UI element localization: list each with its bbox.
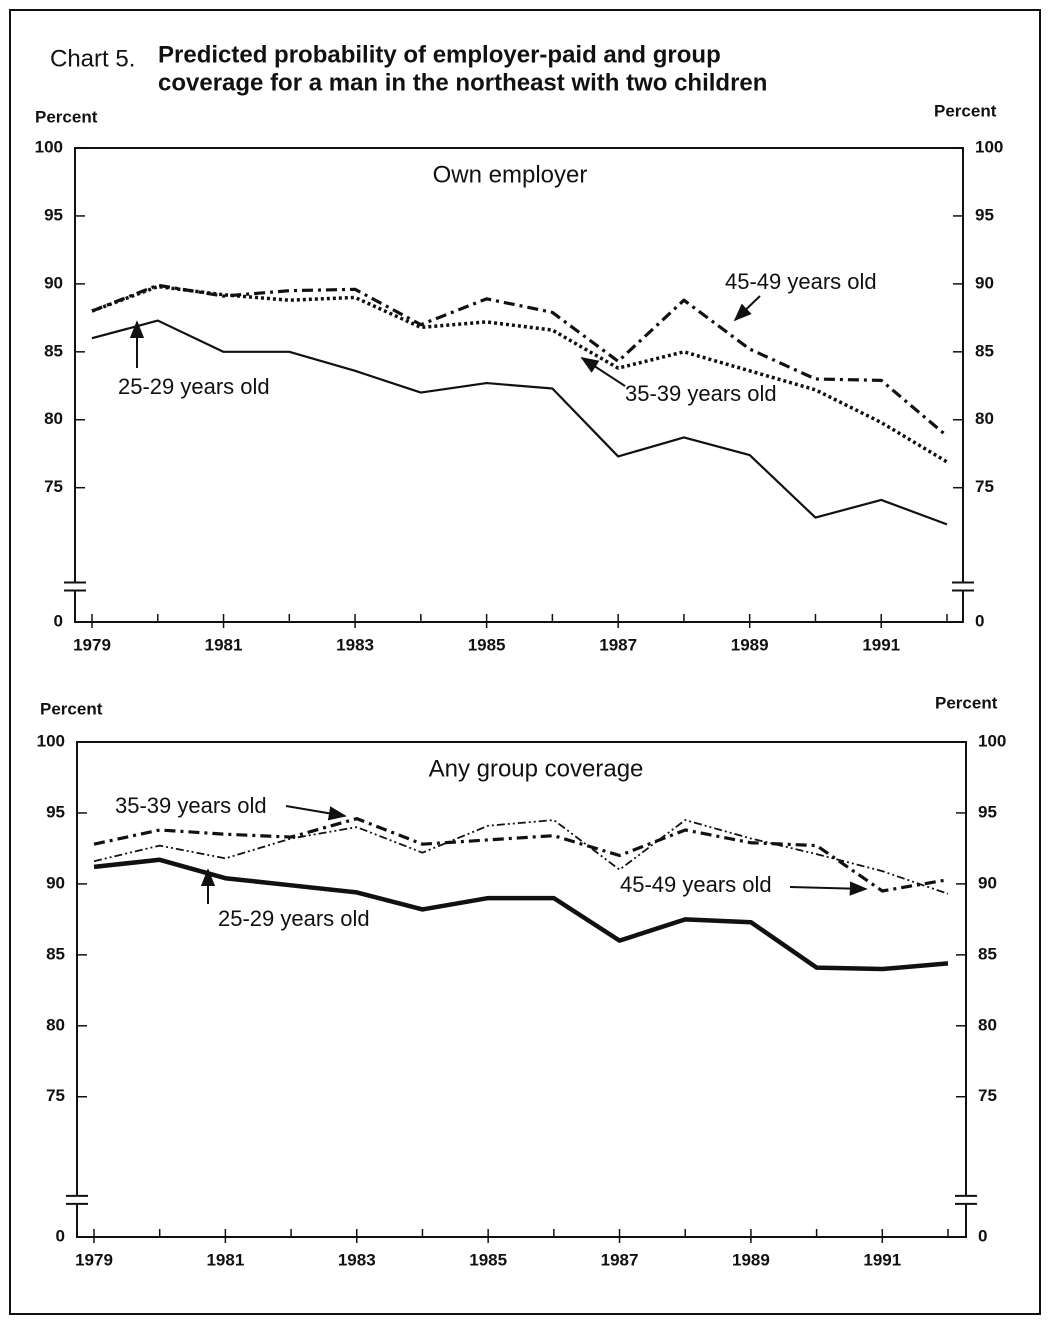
y2-tick-label: 80 <box>978 1015 997 1034</box>
axis-break-gap <box>963 1195 969 1204</box>
y2-tick-label: 90 <box>975 273 994 292</box>
y2-tick-label: 80 <box>975 409 994 428</box>
y2-axis-label: Percent <box>935 693 998 712</box>
y-tick-label: 100 <box>37 731 65 750</box>
x-tick-label: 1989 <box>731 635 769 654</box>
series-line <box>91 284 948 464</box>
y-tick-label: 95 <box>46 802 65 821</box>
x-tick-label: 1985 <box>468 635 506 654</box>
y-axis-label: Percent <box>40 699 103 718</box>
series-line <box>91 319 948 526</box>
x-tick-label: 1985 <box>469 1250 507 1269</box>
axis-break-gap <box>74 1195 80 1204</box>
annotation-arrow <box>580 357 626 387</box>
plot-frame <box>76 741 967 1238</box>
y2-tick-label: 100 <box>975 137 1003 156</box>
annotation-arrow <box>789 881 868 896</box>
y-tick-label: 90 <box>46 873 65 892</box>
x-tick-label: 1983 <box>338 1250 376 1269</box>
y2-tick-label: 85 <box>978 944 997 963</box>
y2-tick-label: 0 <box>978 1226 987 1245</box>
annotation-arrow <box>733 295 761 322</box>
x-tick-label: 1991 <box>863 1250 901 1269</box>
series-annotation: 35-39 years old <box>625 381 777 406</box>
y-tick-label: 75 <box>44 477 63 496</box>
x-tick-label: 1989 <box>732 1250 770 1269</box>
series-annotation: 25-29 years old <box>118 374 270 399</box>
x-tick-label: 1979 <box>73 635 111 654</box>
y2-tick-label: 75 <box>975 477 994 496</box>
y2-tick-label: 100 <box>978 731 1006 750</box>
y-tick-label: 0 <box>56 1226 65 1245</box>
y-tick-label: 75 <box>46 1086 65 1105</box>
series-line <box>91 283 949 438</box>
y-tick-label: 95 <box>44 205 63 224</box>
chart-title: coverage for a man in the northeast with… <box>158 69 767 96</box>
annotation-arrow <box>285 805 347 821</box>
y2-tick-label: 75 <box>978 1086 997 1105</box>
panel-title: Own employer <box>433 161 588 188</box>
y2-axis-label: Percent <box>934 101 997 120</box>
series-annotation: 45-49 years old <box>725 269 877 294</box>
chart-title: Predicted probability of employer-paid a… <box>158 41 721 68</box>
y2-tick-label: 85 <box>975 341 994 360</box>
x-tick-label: 1987 <box>601 1250 639 1269</box>
y2-tick-label: 0 <box>975 611 984 630</box>
series-line <box>93 857 949 972</box>
x-tick-label: 1987 <box>599 635 637 654</box>
axis-break-gap <box>960 582 966 591</box>
panel-title: Any group coverage <box>429 755 644 782</box>
x-tick-label: 1981 <box>206 1250 244 1269</box>
y-tick-label: 85 <box>44 341 63 360</box>
series-line <box>93 817 949 893</box>
x-tick-label: 1981 <box>205 635 243 654</box>
x-tick-label: 1979 <box>75 1250 113 1269</box>
chart-label: Chart 5. <box>50 45 135 72</box>
frame <box>9 9 1041 1315</box>
series-annotation: 35-39 years old <box>115 793 267 818</box>
y2-tick-label: 90 <box>978 873 997 892</box>
y-tick-label: 90 <box>44 273 63 292</box>
x-tick-label: 1991 <box>862 635 900 654</box>
axis-break-gap <box>72 582 78 591</box>
y-tick-label: 100 <box>35 137 63 156</box>
series-line <box>93 819 949 895</box>
y-tick-label: 80 <box>44 409 63 428</box>
plot-frame <box>74 147 964 623</box>
y-tick-label: 85 <box>46 944 65 963</box>
series-annotation: 45-49 years old <box>620 872 772 897</box>
y2-tick-label: 95 <box>978 802 997 821</box>
series-annotation: 25-29 years old <box>218 906 370 931</box>
y-axis-label: Percent <box>35 107 98 126</box>
x-tick-label: 1983 <box>336 635 374 654</box>
y-tick-label: 0 <box>54 611 63 630</box>
y2-tick-label: 95 <box>975 205 994 224</box>
y-tick-label: 80 <box>46 1015 65 1034</box>
